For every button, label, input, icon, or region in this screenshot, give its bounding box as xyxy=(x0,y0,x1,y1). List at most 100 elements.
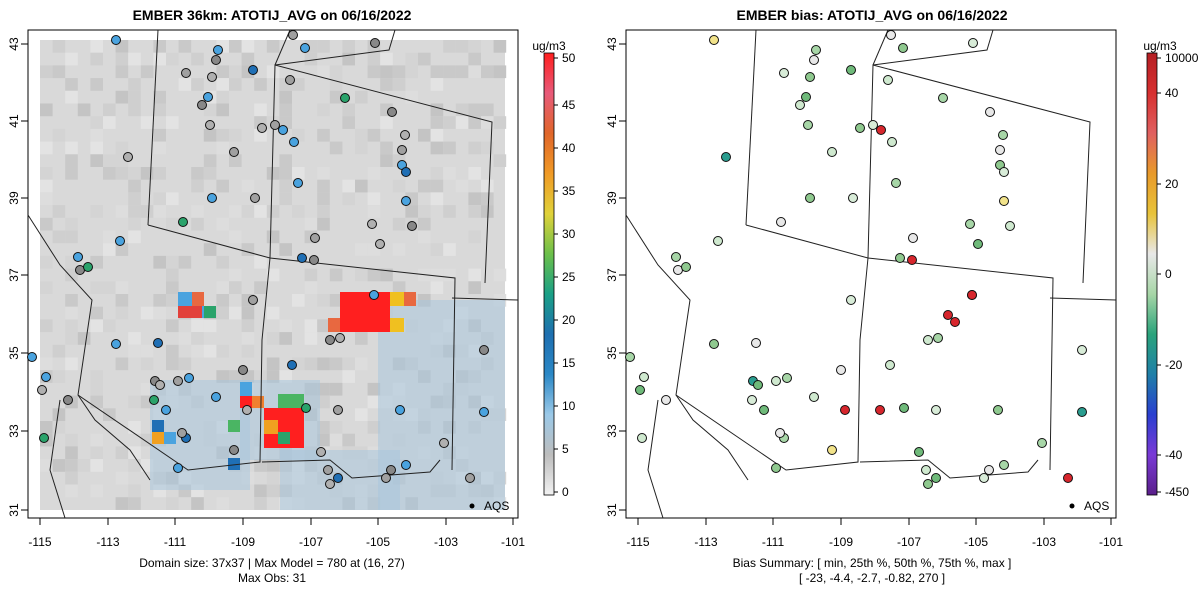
observation-point xyxy=(479,345,489,355)
grid-cell xyxy=(178,357,192,371)
colorbar-tick-label: 30 xyxy=(562,227,576,241)
grid-cell xyxy=(380,116,393,129)
grid-cell xyxy=(90,459,103,472)
grid-cell xyxy=(317,357,330,371)
grid-cell xyxy=(52,459,66,472)
grid-cell xyxy=(304,268,318,282)
observation-point xyxy=(213,45,223,55)
grid-cell xyxy=(229,268,242,282)
grid-cell xyxy=(481,179,494,193)
bias-point xyxy=(907,255,917,265)
bias-point xyxy=(771,376,781,386)
grid-cell xyxy=(191,319,204,333)
bias-point xyxy=(999,167,1009,177)
grid-cell xyxy=(90,205,103,218)
grid-cell xyxy=(493,65,507,79)
bias-point xyxy=(855,123,865,133)
grid-cell xyxy=(153,141,166,155)
grid-cell xyxy=(443,205,456,218)
x-tick-label: -109 xyxy=(231,535,255,549)
observation-point xyxy=(205,120,215,130)
observation-point xyxy=(211,392,221,402)
observation-point xyxy=(401,460,411,470)
grid-cell xyxy=(418,230,431,244)
bias-point xyxy=(747,395,757,405)
x-tick-label: -111 xyxy=(762,535,785,549)
grid-cell xyxy=(65,268,78,282)
grid-cell xyxy=(90,306,103,320)
observation-point xyxy=(401,167,411,177)
observation-point xyxy=(278,125,288,135)
observation-point xyxy=(270,120,280,130)
x-tick-label: -115 xyxy=(626,535,649,549)
grid-cell xyxy=(279,167,292,180)
observation-point xyxy=(381,473,391,483)
observation-point xyxy=(340,93,350,103)
observation-point xyxy=(309,255,319,265)
grid-cell xyxy=(266,484,280,498)
bias-point xyxy=(848,193,858,203)
x-tick-label: -113 xyxy=(96,535,119,549)
left-y-axis: 43 41 39 37 35 33 31 xyxy=(7,37,28,517)
grid-cell xyxy=(191,205,204,218)
grid-cell xyxy=(216,370,229,383)
grid-cell xyxy=(115,306,129,320)
grid-cell xyxy=(317,167,330,180)
bias-point xyxy=(639,372,649,382)
bias-point-high xyxy=(943,310,953,320)
grid-cell xyxy=(266,205,280,218)
grid-cell xyxy=(279,192,292,206)
grid-cell xyxy=(430,128,444,142)
grid-cell xyxy=(392,179,406,193)
x-tick-label: -103 xyxy=(1032,535,1056,549)
y-tick-label: 31 xyxy=(605,503,619,517)
grid-cell xyxy=(90,52,103,66)
grid-cell xyxy=(65,459,78,472)
grid-cell xyxy=(367,65,381,79)
grid-cell xyxy=(304,319,318,333)
grid-cell xyxy=(65,167,78,180)
bias-point xyxy=(898,43,908,53)
grid-cell xyxy=(443,167,456,180)
grid-cell xyxy=(90,484,103,498)
grid-cell xyxy=(52,344,66,358)
x-tick-label: -107 xyxy=(897,535,921,549)
observation-point xyxy=(197,100,207,110)
left-state-borders xyxy=(27,29,519,519)
observation-point xyxy=(335,333,345,343)
grid-cell xyxy=(317,217,330,231)
grid-cell xyxy=(77,459,91,472)
grid-cell xyxy=(266,332,280,345)
grid-cell xyxy=(52,128,66,142)
grid-cell xyxy=(103,281,116,294)
grid-cell xyxy=(166,281,179,294)
grid-cell xyxy=(191,179,204,193)
grid-cell xyxy=(52,230,66,244)
grid-cell xyxy=(90,319,103,333)
x-tick-label: -113 xyxy=(694,535,717,549)
grid-cell xyxy=(329,90,343,104)
grid-cell xyxy=(493,116,507,129)
hotspot-cell xyxy=(390,292,404,306)
grid-cell xyxy=(65,230,78,244)
grid-cell xyxy=(392,65,406,79)
grid-cell xyxy=(380,268,393,282)
left-observation-points xyxy=(27,30,489,489)
grid-cell xyxy=(90,141,103,155)
grid-cell xyxy=(52,205,66,218)
x-tick-label: -103 xyxy=(434,535,458,549)
grid-cell xyxy=(317,395,330,409)
grid-cell xyxy=(153,192,166,206)
colorbar-tick-label: 35 xyxy=(562,184,576,198)
bias-point xyxy=(995,145,1005,155)
grid-cell xyxy=(153,128,166,142)
grid-cell xyxy=(128,484,141,498)
hotspot-cell xyxy=(390,318,404,332)
observation-point xyxy=(297,253,307,263)
grid-cell xyxy=(329,268,343,282)
grid-cell xyxy=(203,319,217,333)
bias-point xyxy=(803,120,813,130)
grid-cell xyxy=(191,497,204,510)
y-tick-label: 41 xyxy=(7,114,21,128)
grid-cell xyxy=(443,40,456,53)
